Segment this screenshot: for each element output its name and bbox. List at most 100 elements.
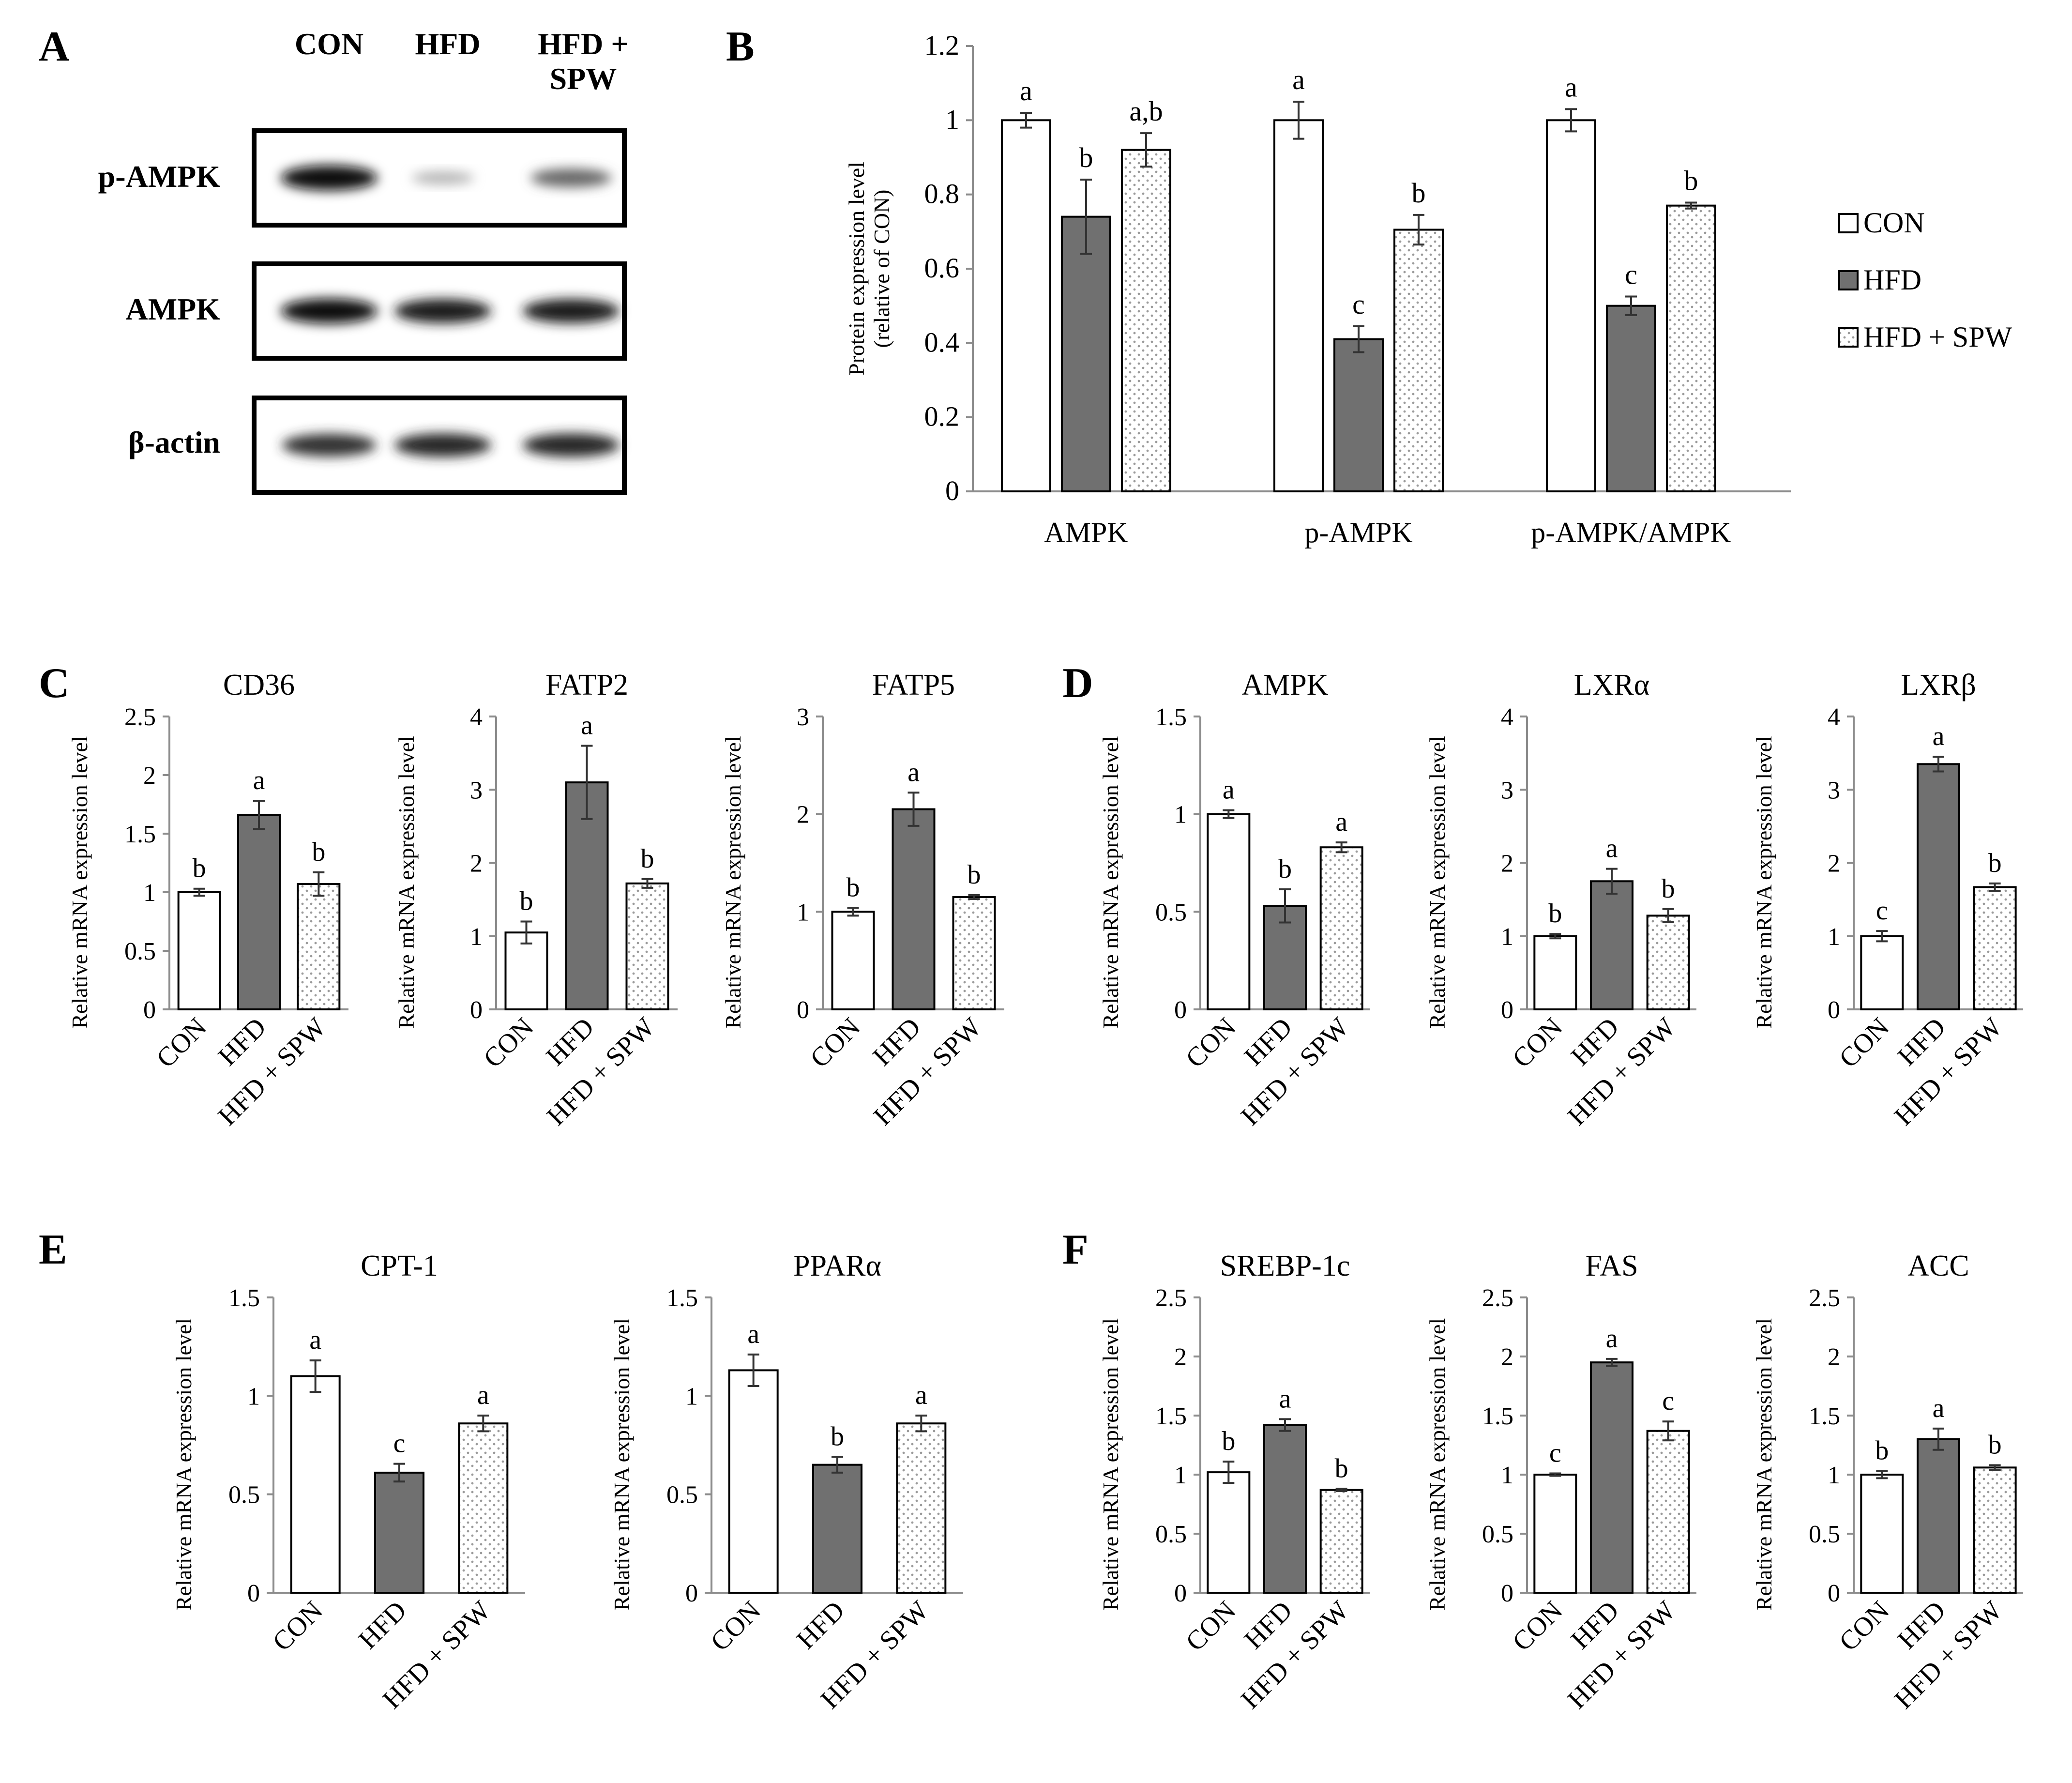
bar-acc-con	[1860, 1474, 1904, 1594]
blot-band-actin-hfd	[394, 433, 491, 457]
x-tick-label: HFD + SPW	[541, 1012, 661, 1131]
significance-letter: c	[1625, 259, 1637, 290]
bar-fatp5-hfd	[892, 808, 936, 1011]
chart-b: 0 0.2 0.4 0.6 0.8 1 1.2 a b a,b AMPK a c b p-AMPK a c b p-…	[844, 30, 2012, 549]
y-tick-label: 0	[797, 996, 809, 1024]
bar-cpt-1-hfd-spw	[458, 1422, 509, 1594]
category-label: p-AMPK	[1304, 517, 1412, 549]
category-label: AMPK	[1044, 517, 1128, 549]
y-axis-label: Relative mRNA expression level	[721, 736, 745, 1028]
significance-letter: a	[309, 1325, 321, 1355]
significance-letter: a	[1292, 64, 1305, 95]
bar-lxr-con	[1533, 935, 1577, 1010]
y-axis-label: Relative mRNA expression level	[67, 736, 92, 1028]
panel-label-b: B	[726, 23, 755, 70]
bar-cpt-1-con	[290, 1375, 341, 1594]
chart-title: FATP2	[545, 669, 628, 701]
x-tick-label: CON	[151, 1012, 212, 1073]
y-tick-label: 1.5	[1155, 703, 1187, 731]
significance-letter: b	[1548, 899, 1562, 929]
bar-p-ampk-hfd	[1333, 338, 1384, 493]
blot-band-actin-hfd-spw	[523, 433, 620, 457]
y-axis-label: Relative mRNA expression level	[609, 1318, 634, 1611]
bar-ampk-hfd	[1061, 215, 1111, 492]
panel-label-d: D	[1062, 660, 1093, 707]
y-tick-label: 0	[685, 1580, 698, 1607]
y-tick-label: 3	[797, 703, 809, 731]
text-line: SPW	[550, 61, 617, 96]
y-tick-label: 2	[470, 850, 483, 878]
panel-label-a: A	[39, 23, 70, 70]
blot-band-p-ampk-con	[281, 165, 378, 191]
bar-cd36-hfd-spw	[297, 883, 341, 1011]
significance-letter: b	[968, 860, 981, 890]
bar-fas-hfd-spw	[1646, 1430, 1690, 1594]
y-tick-label: 1	[247, 1383, 260, 1410]
bar-srebp-1c-con	[1207, 1471, 1251, 1594]
significance-letter: c	[1549, 1438, 1561, 1468]
y-tick-label: 4	[470, 703, 483, 731]
bar-fatp5-con	[831, 911, 875, 1011]
y-tick-label: 0	[143, 996, 156, 1024]
y-tick-label: 1	[143, 879, 156, 907]
significance-letter: b	[312, 837, 325, 867]
y-tick-label: 0.5	[1482, 1521, 1513, 1548]
legend-swatch-hfd	[1838, 270, 1859, 290]
y-tick-label: 1.5	[1482, 1402, 1513, 1430]
y-tick-label: 0	[1174, 1580, 1187, 1607]
legend-label-hfd-spw: HFD + SPW	[1863, 321, 2012, 353]
y-tick-label: 1.2	[924, 30, 960, 61]
significance-letter: b	[1988, 1430, 2002, 1460]
significance-letter: a	[253, 765, 265, 795]
significance-letter: a	[1565, 71, 1577, 103]
bar-p-ampk-ampk-hfd	[1606, 305, 1656, 493]
y-tick-label: 0	[945, 475, 959, 506]
y-tick-label: 0.5	[1155, 1521, 1187, 1548]
blot-band-ampk-hfd	[394, 299, 491, 323]
significance-letter: c	[393, 1429, 406, 1459]
x-tick-label: CON	[1180, 1595, 1241, 1657]
western-blot: CON HFD HFD + SPW p-AMPK AMPK β-actin	[98, 27, 629, 495]
bar-srebp-1c-hfd-spw	[1319, 1489, 1363, 1594]
panel-label-f: F	[1062, 1226, 1089, 1273]
bar-p-ampk-ampk-hfd-spw	[1666, 204, 1716, 492]
bar-cd36-con	[177, 891, 221, 1010]
x-tick-label: HFD + SPW	[1889, 1012, 2008, 1131]
blot-band-p-ampk-hfd-spw	[530, 168, 612, 187]
chart-title: PPARα	[793, 1250, 881, 1282]
significance-letter: a	[747, 1319, 759, 1349]
x-tick-label: HFD + SPW	[1235, 1012, 1355, 1131]
text-line: (relative of CON)	[869, 190, 894, 348]
bar-fas-con	[1533, 1474, 1577, 1594]
y-tick-label: 1	[797, 899, 809, 926]
y-tick-label: 0.6	[924, 252, 960, 284]
bar-cpt-1-hfd	[374, 1471, 424, 1594]
y-tick-label: 4	[1828, 703, 1840, 731]
category-label: p-AMPK/AMPK	[1531, 517, 1731, 549]
bar-lxr-hfd	[1590, 880, 1633, 1010]
x-tick-label: CON	[804, 1012, 866, 1073]
x-tick-label: HFD	[791, 1595, 850, 1655]
chart-title: AMPK	[1241, 669, 1328, 701]
y-tick-label: 0.5	[228, 1481, 260, 1509]
y-tick-label: 3	[1501, 777, 1513, 804]
bar-lxr-hfd-spw	[1646, 914, 1690, 1011]
y-axis-label: Relative mRNA expression level	[1425, 736, 1450, 1028]
blot-row-label-ampk: AMPK	[126, 292, 221, 326]
y-tick-label: 1.5	[666, 1284, 698, 1312]
x-tick-label: CON	[1507, 1595, 1568, 1657]
y-tick-label: 0.5	[124, 938, 156, 965]
y-tick-label: 0.5	[1155, 899, 1187, 926]
y-tick-label: 1	[1174, 1462, 1187, 1489]
blot-band-p-ampk-hfd	[411, 171, 474, 184]
significance-letter: b	[520, 886, 533, 916]
y-tick-label: 1.5	[124, 821, 156, 848]
chart-title: LXRα	[1574, 669, 1649, 701]
